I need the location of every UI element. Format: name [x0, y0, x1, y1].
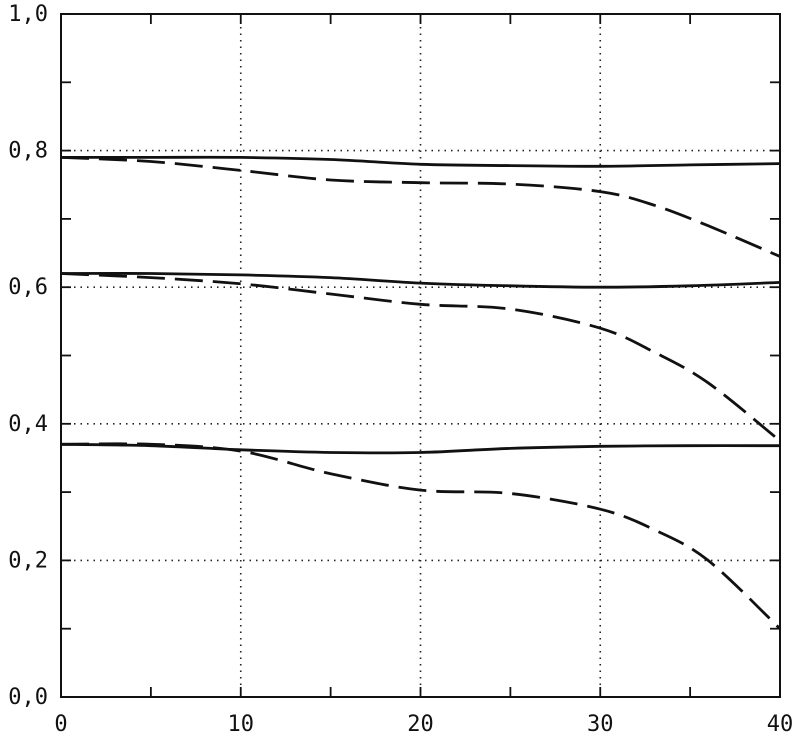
- y-tick-label: 0,0: [8, 685, 48, 710]
- solid-series-line-1: [61, 155, 781, 168]
- y-tick-label: 0,8: [8, 139, 48, 164]
- dashed-series-line-2: [60, 156, 781, 258]
- x-tick-label: 20: [407, 712, 434, 737]
- y-tick-label: 0,2: [8, 548, 48, 573]
- solid-series-line-5: [60, 442, 781, 455]
- x-tick-label: 40: [767, 712, 794, 737]
- y-tick-label: 0,4: [8, 412, 48, 437]
- y-tick-label: 1,0: [8, 2, 48, 27]
- y-tick-label: 0,6: [8, 275, 48, 300]
- plot-frame: [60, 13, 781, 698]
- series-layer: [60, 155, 781, 630]
- x-tick-label: 30: [587, 712, 614, 737]
- x-tick-label: 10: [228, 712, 255, 737]
- dashed-series-line-4: [60, 272, 781, 442]
- grid-layer: [61, 14, 780, 697]
- solid-series-line-3: [60, 272, 781, 289]
- tick-layer: [60, 13, 781, 698]
- dashed-series-line-6: [60, 442, 781, 630]
- label-layer: 0,0 0,2 0,4 0,6 0,8 1,0 0 10 20 30 40: [8, 2, 793, 737]
- x-tick-label: 0: [54, 712, 67, 737]
